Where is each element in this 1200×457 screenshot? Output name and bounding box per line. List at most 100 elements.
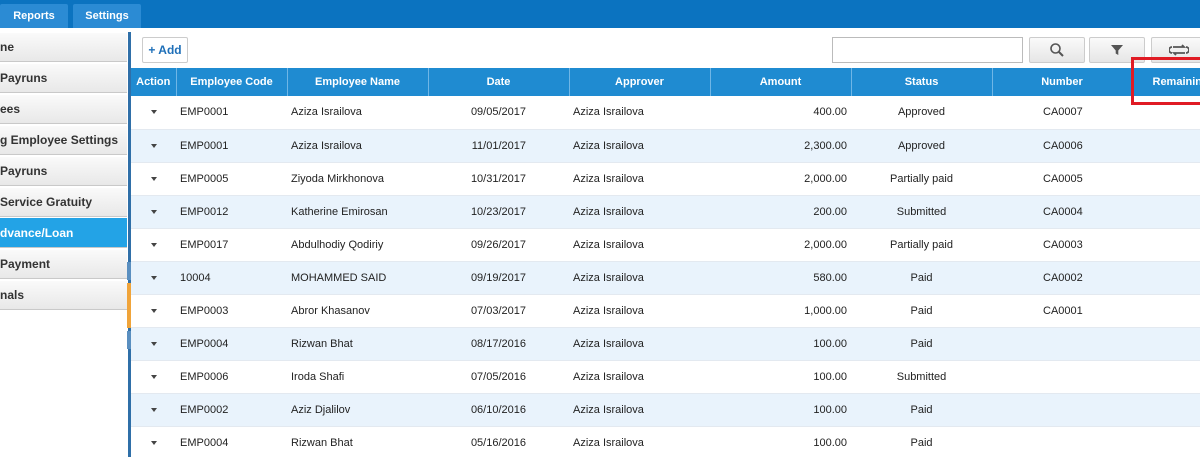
top-bar: Reports Settings	[0, 0, 1200, 28]
cell-date: 09/05/2017	[428, 96, 569, 130]
sidebar-item-home[interactable]: ne	[0, 32, 127, 62]
sidebar-item-employees[interactable]: ees	[0, 94, 127, 124]
caret-down-icon[interactable]	[150, 176, 157, 181]
cell-approver: Aziza Israilova	[569, 261, 710, 295]
sidebar-item-payment[interactable]: Payment	[0, 249, 127, 279]
caret-down-icon[interactable]	[150, 440, 157, 445]
row-action-dropdown[interactable]	[131, 261, 176, 295]
cell-remaining: 0.	[1132, 426, 1200, 457]
cell-number	[992, 426, 1132, 457]
add-button[interactable]: + Add	[142, 37, 188, 63]
caret-down-icon[interactable]	[150, 110, 157, 115]
cell-status: Approved	[851, 96, 992, 130]
tab-settings[interactable]: Settings	[73, 4, 141, 28]
caret-down-icon[interactable]	[150, 209, 157, 214]
row-action-dropdown[interactable]	[131, 327, 176, 361]
cell-remaining: 2,30	[1132, 129, 1200, 163]
cell-remaining: 1,50	[1132, 162, 1200, 196]
col-header-employee-name[interactable]: Employee Name	[287, 68, 429, 96]
sidebar-splitter[interactable]	[128, 32, 131, 457]
cell-remaining: 0.	[1132, 195, 1200, 229]
cell-employee-code: EMP0012	[176, 195, 287, 229]
cell-employee-name: Ziyoda Mirkhonova	[287, 162, 428, 196]
cell-amount: 100.00	[710, 360, 851, 394]
col-header-employee-code[interactable]: Employee Code	[176, 68, 288, 96]
table-row[interactable]: EMP0004 Rizwan Bhat 05/16/2016 Aziza Israil…	[131, 426, 1200, 457]
table-row[interactable]: EMP0006 Iroda Shafi 07/05/2016 Aziza Israil…	[131, 360, 1200, 394]
cell-approver: Aziza Israilova	[569, 360, 710, 394]
caret-down-icon[interactable]	[150, 275, 157, 280]
cell-employee-code: EMP0002	[176, 393, 287, 427]
cell-employee-name: Katherine Emirosan	[287, 195, 428, 229]
cell-amount: 100.00	[710, 426, 851, 457]
sidebar-item-service-gratuity[interactable]: Service Gratuity	[0, 187, 127, 217]
cell-approver: Aziza Israilova	[569, 195, 710, 229]
table-row[interactable]: EMP0005 Ziyoda Mirkhonova 10/31/2017 Aziza …	[131, 162, 1200, 196]
col-header-number[interactable]: Number	[992, 68, 1133, 96]
cell-number: CA0005	[992, 162, 1132, 196]
table-row[interactable]: EMP0004 Rizwan Bhat 08/17/2016 Aziza Israil…	[131, 327, 1200, 361]
sidebar-item-payruns-2[interactable]: Payruns	[0, 156, 127, 186]
caret-down-icon[interactable]	[150, 143, 157, 148]
caret-down-icon[interactable]	[150, 374, 157, 379]
cell-status: Paid	[851, 327, 992, 361]
table-row[interactable]: EMP0001 Aziza Israilova 11/01/2017 Aziza Is…	[131, 129, 1200, 163]
search-input[interactable]	[832, 37, 1023, 63]
col-header-date[interactable]: Date	[428, 68, 570, 96]
row-action-dropdown[interactable]	[131, 294, 176, 328]
cell-number: CA0001	[992, 294, 1132, 328]
tab-reports[interactable]: Reports	[0, 4, 68, 28]
caret-down-icon[interactable]	[150, 407, 157, 412]
col-header-amount[interactable]: Amount	[710, 68, 852, 96]
caret-down-icon[interactable]	[150, 341, 157, 346]
caret-down-icon[interactable]	[150, 242, 157, 247]
splitter-collapse-handle[interactable]	[127, 283, 131, 328]
cell-amount: 100.00	[710, 393, 851, 427]
cell-date: 10/31/2017	[428, 162, 569, 196]
col-header-status[interactable]: Status	[851, 68, 993, 96]
cell-approver: Aziza Israilova	[569, 228, 710, 262]
cell-approver: Aziza Israilova	[569, 162, 710, 196]
cell-employee-name: Abror Khasanov	[287, 294, 428, 328]
row-action-dropdown[interactable]	[131, 228, 176, 262]
splitter-grip-upper[interactable]	[127, 262, 131, 280]
col-header-action[interactable]: Action	[131, 68, 177, 96]
table-row[interactable]: EMP0012 Katherine Emirosan 10/23/2017 Aziza…	[131, 195, 1200, 229]
search-button[interactable]	[1029, 37, 1085, 63]
cell-date: 09/19/2017	[428, 261, 569, 295]
cell-status: Submitted	[851, 195, 992, 229]
col-header-approver[interactable]: Approver	[569, 68, 711, 96]
splitter-grip-lower[interactable]	[127, 331, 131, 349]
cell-status: Approved	[851, 129, 992, 163]
table-row[interactable]: EMP0017 Abdulhodiy Qodiriy 09/26/2017 Aziza…	[131, 228, 1200, 262]
sidebar-item-advance-loan[interactable]: dvance/Loan	[0, 218, 127, 248]
advance-loan-grid: Action Employee Code Employee Name Date …	[131, 68, 1200, 457]
table-row[interactable]: EMP0003 Abror Khasanov 07/03/2017 Aziza Isr…	[131, 294, 1200, 328]
row-action-dropdown[interactable]	[131, 162, 176, 196]
cell-employee-name: Aziza Israilova	[287, 129, 428, 163]
caret-down-icon[interactable]	[150, 308, 157, 313]
cell-number	[992, 327, 1132, 361]
col-header-remaining[interactable]: Remainin	[1132, 68, 1200, 96]
cell-remaining: 1,00	[1132, 228, 1200, 262]
row-action-dropdown[interactable]	[131, 393, 176, 427]
sidebar-item-journals[interactable]: nals	[0, 280, 127, 310]
row-action-dropdown[interactable]	[131, 195, 176, 229]
row-action-dropdown[interactable]	[131, 426, 176, 457]
row-action-dropdown[interactable]	[131, 360, 176, 394]
table-row[interactable]: EMP0001 Aziza Israilova 09/05/2017 Aziza Is…	[131, 96, 1200, 130]
row-action-dropdown[interactable]	[131, 129, 176, 163]
cell-date: 08/17/2016	[428, 327, 569, 361]
cell-amount: 580.00	[710, 261, 851, 295]
sidebar-item-employee-settings[interactable]: g Employee Settings	[0, 125, 127, 155]
row-action-dropdown[interactable]	[131, 96, 176, 130]
cell-number	[992, 360, 1132, 394]
table-row[interactable]: 10004 MOHAMMED SAID 09/19/2017 Aziza Israil…	[131, 261, 1200, 295]
cell-approver: Aziza Israilova	[569, 294, 710, 328]
grid-toolbar: + Add	[131, 32, 1200, 68]
cell-number: CA0002	[992, 261, 1132, 295]
cell-approver: Aziza Israilova	[569, 327, 710, 361]
cell-employee-name: Aziz Djalilov	[287, 393, 428, 427]
table-row[interactable]: EMP0002 Aziz Djalilov 06/10/2016 Aziza Isra…	[131, 393, 1200, 427]
sidebar-item-payruns[interactable]: Payruns	[0, 63, 127, 93]
